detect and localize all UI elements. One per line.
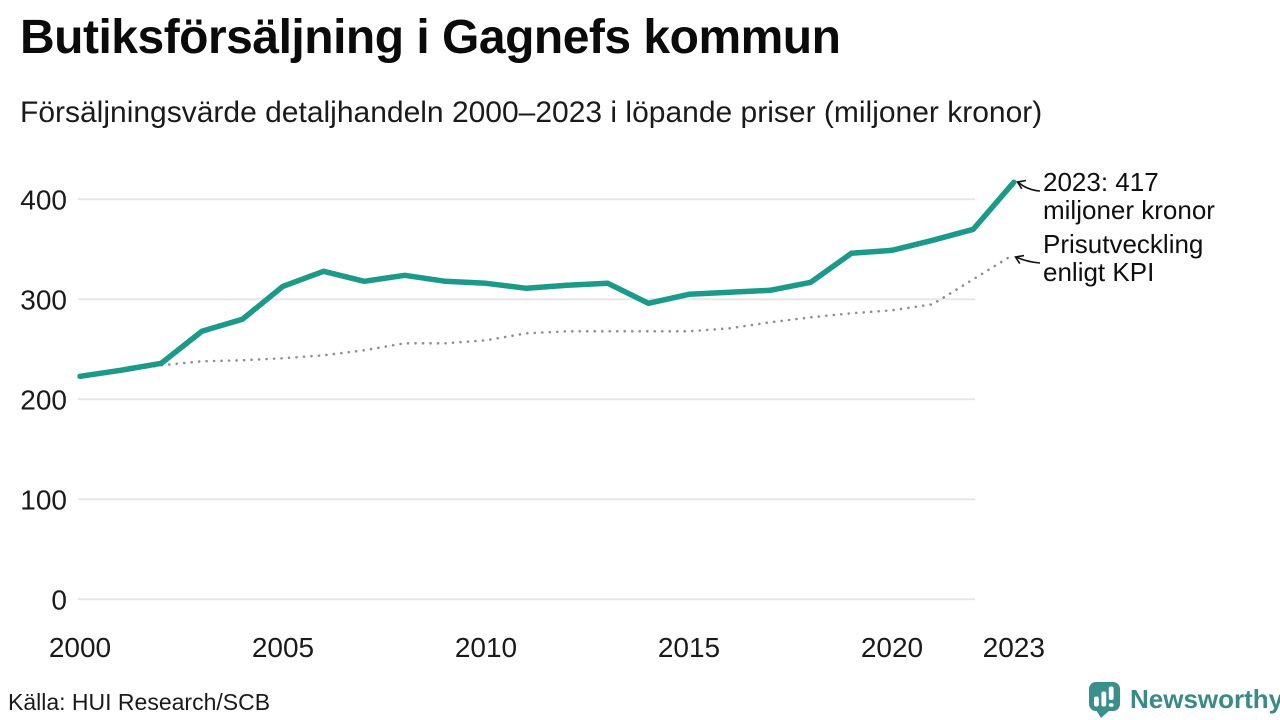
annotation-sales-2023: 2023: 417 miljoner kronor <box>1043 168 1215 224</box>
x-tick-label: 2015 <box>658 632 720 663</box>
newsworthy-logo: Newsworthy <box>1088 681 1280 719</box>
y-tick-label: 0 <box>51 584 67 615</box>
annotation-kpi-line1: Prisutveckling <box>1043 229 1204 259</box>
arrow-to-sales-endpoint <box>1017 181 1041 192</box>
gridlines <box>78 198 975 601</box>
kpi-dotted-line <box>78 253 1016 378</box>
x-tick-label: 2023 <box>983 632 1045 663</box>
sales-line <box>77 179 1017 380</box>
annotation-kpi-line2: enligt KPI <box>1043 257 1155 287</box>
x-tick-label: 2005 <box>252 632 314 663</box>
annotation-kpi: Prisutveckling enligt KPI <box>1043 230 1203 286</box>
y-tick-label: 200 <box>20 384 67 415</box>
x-axis-tick-labels: 2000 2005 2010 2015 2020 2023 <box>49 632 1045 663</box>
y-tick-label: 300 <box>20 284 67 315</box>
arrow-to-kpi-endpoint <box>1015 256 1041 264</box>
x-tick-label: 2000 <box>49 632 111 663</box>
y-tick-label: 100 <box>20 484 67 515</box>
x-tick-label: 2020 <box>861 632 923 663</box>
arrowhead-kpi <box>1014 254 1025 265</box>
page-title: Butiksförsäljning i Gagnefs kommun <box>20 11 841 64</box>
source-credit: Källa: HUI Research/SCB <box>8 689 271 715</box>
brand-name: Newsworthy <box>1130 684 1280 714</box>
annotation-sales-line2: miljoner kronor <box>1043 195 1215 225</box>
x-tick-label: 2010 <box>455 632 517 663</box>
annotation-sales-line1: 2023: 417 <box>1043 167 1159 197</box>
y-tick-label: 400 <box>20 184 67 215</box>
arrowhead-sales <box>1016 179 1027 190</box>
annotation-arrows <box>1014 179 1041 265</box>
y-axis-tick-labels: 0 100 200 300 400 <box>20 184 67 615</box>
newsworthy-speech-bubble-bar-chart-icon <box>1089 682 1120 718</box>
page-subtitle: Försäljningsvärde detaljhandeln 2000–202… <box>20 96 1043 129</box>
